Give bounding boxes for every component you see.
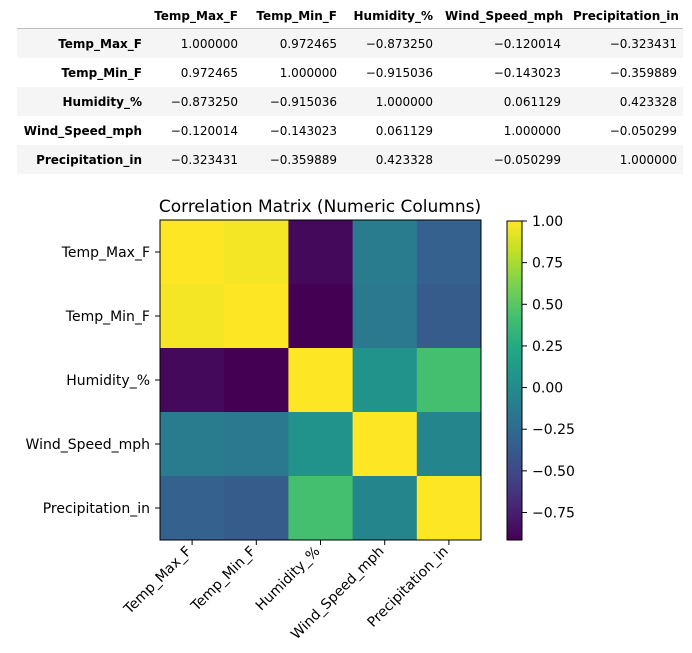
- table-cell: −0.050299: [493, 152, 561, 167]
- heatmap-cell: [352, 284, 418, 349]
- table-cell: −0.359889: [609, 65, 677, 80]
- table-cell: 0.061129: [375, 123, 433, 138]
- table-cell: −0.323431: [609, 36, 677, 51]
- table-column-header: Wind_Speed_mph: [439, 4, 567, 29]
- heatmap-cell: [416, 220, 482, 285]
- colorbar-tick-label: −0.25: [532, 422, 575, 438]
- table-column-header: Temp_Min_F: [244, 4, 343, 29]
- table-cell: −0.120014: [170, 123, 238, 138]
- table-column-header: Temp_Max_F: [148, 4, 244, 29]
- table-row-header: Humidity_%: [62, 94, 143, 109]
- table-cell: −0.323431: [170, 152, 238, 167]
- table-cell: −0.873250: [365, 36, 433, 51]
- heatmap-cell: [224, 220, 289, 285]
- table-column-header: Humidity_%: [343, 4, 439, 29]
- heatmap-cell: [352, 348, 418, 413]
- heatmap-cell: [416, 284, 482, 349]
- heatmap-cell: [160, 348, 225, 413]
- table-header-row: Temp_Max_F Temp_Min_F Humidity_% Wind_Sp…: [17, 4, 683, 29]
- heatmap-cell: [416, 476, 482, 541]
- heatmap-cell: [224, 348, 289, 413]
- heatmap-cell: [416, 348, 482, 413]
- table-cell: 0.972465: [279, 36, 337, 51]
- table-cell: 1.000000: [503, 123, 561, 138]
- table-row-header: Temp_Min_F: [61, 65, 142, 80]
- colorbar-tick-label: −0.50: [532, 464, 575, 480]
- heatmap-cell: [288, 476, 354, 541]
- table-cell: 1.000000: [375, 94, 433, 109]
- table-cell: −0.143023: [493, 65, 561, 80]
- y-tick-label: Temp_Max_F: [61, 245, 150, 261]
- y-tick-label: Humidity_%: [66, 373, 150, 389]
- table-cell: −0.120014: [493, 36, 561, 51]
- colorbar-tick-label: 1.00: [532, 214, 563, 230]
- table-column-header: Precipitation_in: [567, 4, 683, 29]
- heatmap-cell: [224, 476, 289, 541]
- heatmap-cell: [160, 220, 225, 285]
- heatmap-cell: [160, 284, 225, 349]
- y-tick-label: Temp_Min_F: [65, 309, 150, 325]
- heatmap-cell: [288, 220, 354, 285]
- colorbar-tick-label: 0.00: [532, 381, 563, 397]
- y-tick-label: Wind_Speed_mph: [26, 437, 150, 453]
- table-row: Wind_Speed_mph −0.120014 −0.143023 0.061…: [17, 116, 683, 145]
- table-cell: 1.000000: [180, 36, 238, 51]
- colorbar: [506, 220, 523, 541]
- heatmap-cell: [416, 412, 482, 477]
- table-cell: −0.915036: [365, 65, 433, 80]
- heatmap-cell: [352, 476, 418, 541]
- table-row-header: Precipitation_in: [36, 152, 142, 167]
- heatmap-cell: [288, 348, 354, 413]
- y-axis-ticks: Temp_Max_F Temp_Min_F Humidity_% Wind_Speed…: [26, 245, 160, 517]
- y-tick-label: Precipitation_in: [43, 501, 150, 517]
- correlation-heatmap-figure: Correlation Matrix (Numeric Columns) Tem…: [26, 197, 575, 643]
- heatmap-cell: [288, 412, 354, 477]
- table-cell: 0.423328: [619, 94, 677, 109]
- table-corner-cell: [17, 4, 148, 29]
- table-cell: 1.000000: [279, 65, 337, 80]
- colorbar-tick-label: −0.75: [532, 506, 575, 522]
- heatmap-cell: [224, 412, 289, 477]
- table-cell: 1.000000: [619, 152, 677, 167]
- x-tick-label: Temp_Max_F: [120, 544, 194, 618]
- table-cell: 0.423328: [375, 152, 433, 167]
- correlation-table: Temp_Max_F Temp_Min_F Humidity_% Wind_Sp…: [17, 4, 683, 174]
- heatmap-cell: [160, 476, 225, 541]
- colorbar-tick-label: 0.25: [532, 339, 563, 355]
- table-row-header: Temp_Max_F: [58, 36, 142, 51]
- table-row: Humidity_% −0.873250 −0.915036 1.000000 …: [17, 87, 683, 116]
- table-cell: −0.359889: [269, 152, 337, 167]
- heatmap-cell: [352, 220, 418, 285]
- x-axis-ticks: Temp_Max_FTemp_Min_FHumidity_%Wind_Speed…: [120, 540, 452, 643]
- colorbar-ticks: 1.00 0.75 0.50 0.25 0.00 −0.25 −0.50 −0.75: [522, 214, 575, 522]
- table-cell: 0.061129: [503, 94, 561, 109]
- colorbar-tick-label: 0.75: [532, 256, 563, 272]
- table-cell: −0.143023: [269, 123, 337, 138]
- heatmap-cell: [160, 412, 225, 477]
- x-tick-label: Humidity_%: [253, 544, 324, 615]
- table-row: Temp_Max_F 1.000000 0.972465 −0.873250 −…: [17, 28, 683, 58]
- table-row: Temp_Min_F 0.972465 1.000000 −0.915036 −…: [17, 58, 683, 87]
- table-row: Precipitation_in −0.323431 −0.359889 0.4…: [17, 145, 683, 174]
- correlation-table-container: Temp_Max_F Temp_Min_F Humidity_% Wind_Sp…: [17, 4, 683, 174]
- heatmap-cell: [224, 284, 289, 349]
- heatmap-cell: [288, 284, 354, 349]
- table-cell: −0.915036: [269, 94, 337, 109]
- heatmap-cells: [160, 220, 482, 541]
- colorbar-tick-label: 0.50: [532, 297, 563, 313]
- table-cell: 0.972465: [180, 65, 238, 80]
- x-tick-label: Temp_Min_F: [188, 544, 260, 616]
- table-cell: −0.050299: [609, 123, 677, 138]
- table-row-header: Wind_Speed_mph: [23, 123, 142, 138]
- table-cell: −0.873250: [170, 94, 238, 109]
- heatmap-cell: [352, 412, 418, 477]
- chart-title: Correlation Matrix (Numeric Columns): [159, 197, 481, 217]
